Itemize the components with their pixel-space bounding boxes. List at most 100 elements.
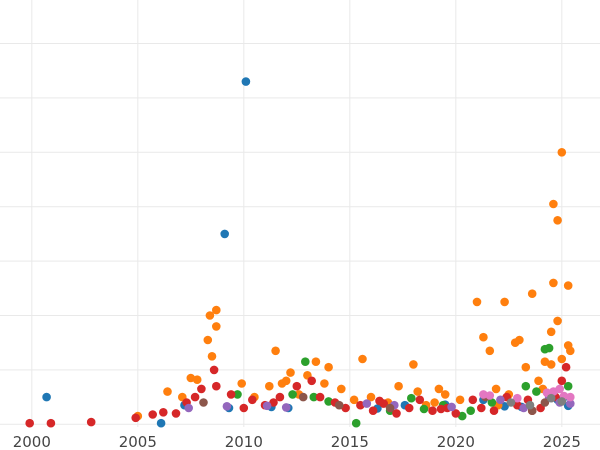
data-point: [506, 398, 516, 407]
data-point: [394, 381, 403, 391]
data-point: [271, 346, 280, 356]
data-point: [207, 352, 217, 361]
data-point: [385, 403, 395, 413]
data-point: [197, 384, 206, 394]
chart-gridlines: [0, 0, 600, 427]
data-point: [489, 406, 499, 416]
data-point: [86, 417, 96, 427]
data-point: [203, 335, 213, 345]
x-tick-label: 2020: [437, 433, 475, 450]
data-point: [566, 346, 575, 356]
data-point: [546, 360, 556, 369]
data-point: [309, 392, 319, 402]
data-point: [288, 390, 297, 399]
x-tick-label: 2025: [543, 433, 581, 450]
data-point: [205, 311, 215, 320]
data-point: [307, 376, 317, 386]
data-point: [566, 399, 575, 408]
data-point: [281, 403, 291, 412]
data-point: [430, 398, 439, 407]
data-point: [222, 402, 232, 411]
data-point: [566, 392, 575, 402]
data-point: [233, 390, 242, 399]
data-point: [513, 393, 522, 403]
data-point: [131, 413, 140, 423]
data-point: [525, 400, 535, 410]
data-point: [375, 396, 384, 406]
data-point: [527, 289, 537, 299]
data-point: [184, 403, 193, 413]
data-point: [298, 392, 308, 402]
x-tick-label: 2005: [119, 433, 157, 450]
data-point: [496, 395, 505, 405]
data-point: [392, 409, 401, 418]
data-point: [190, 392, 200, 402]
data-point: [485, 346, 495, 356]
data-point: [265, 381, 274, 391]
chart-points: [25, 77, 575, 428]
x-axis-tick-labels: 2000 2005 2010 2015 2020 2025: [13, 433, 581, 450]
data-point: [440, 390, 450, 399]
data-point: [561, 362, 571, 372]
data-point: [479, 332, 488, 342]
x-tick-label: 2010: [225, 433, 263, 450]
data-point: [159, 408, 168, 417]
data-point: [25, 418, 34, 428]
data-point: [42, 392, 51, 402]
data-point: [362, 399, 372, 408]
data-point: [466, 406, 476, 416]
data-point: [534, 376, 543, 386]
data-point: [239, 403, 249, 413]
x-tick-label: 2015: [331, 433, 369, 450]
data-point: [156, 418, 166, 428]
data-point: [220, 229, 229, 239]
data-point: [351, 418, 361, 428]
series-1: [133, 148, 575, 421]
data-point: [212, 322, 221, 331]
data-point: [171, 409, 181, 418]
data-point: [148, 410, 157, 419]
data-point: [212, 381, 221, 391]
data-point: [491, 384, 501, 394]
data-point: [226, 390, 236, 399]
data-point: [546, 393, 556, 403]
data-point: [334, 400, 344, 410]
data-point: [500, 402, 509, 411]
data-point: [407, 393, 416, 403]
data-point: [292, 381, 302, 391]
data-point: [500, 297, 509, 307]
data-point: [468, 395, 478, 405]
data-point: [415, 395, 425, 405]
data-point: [199, 398, 208, 407]
data-point: [209, 365, 219, 375]
data-point: [286, 368, 295, 377]
data-point: [248, 395, 257, 405]
data-point: [472, 297, 482, 307]
data-point: [192, 375, 202, 385]
data-point: [477, 403, 486, 413]
data-point: [358, 354, 367, 364]
data-point: [540, 398, 550, 407]
data-point: [434, 384, 444, 394]
data-point: [563, 281, 573, 290]
data-point: [301, 357, 310, 367]
data-point: [413, 387, 423, 396]
series-3: [25, 362, 571, 428]
data-point: [409, 360, 418, 369]
data-point: [510, 338, 520, 348]
data-point: [532, 387, 541, 396]
data-point: [553, 216, 562, 225]
data-point: [521, 381, 531, 391]
data-point: [557, 354, 567, 364]
data-point: [324, 397, 333, 406]
data-point: [324, 362, 333, 372]
data-point: [487, 398, 497, 407]
data-point: [269, 398, 278, 407]
data-point: [320, 379, 329, 388]
data-point: [555, 384, 564, 394]
series-2: [233, 343, 573, 428]
data-point: [557, 376, 567, 386]
data-point: [553, 316, 562, 326]
data-point: [315, 392, 325, 402]
